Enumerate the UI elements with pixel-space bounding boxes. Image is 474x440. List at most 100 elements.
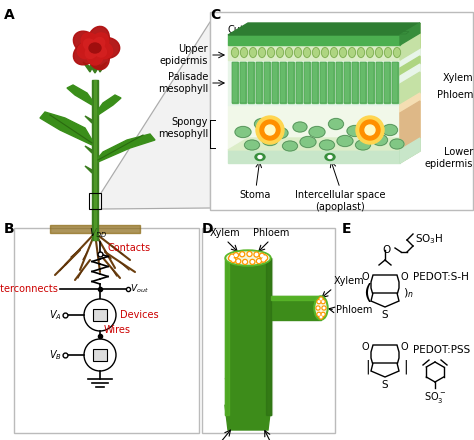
Bar <box>248 62 254 103</box>
Circle shape <box>319 315 323 319</box>
Polygon shape <box>400 138 420 163</box>
Ellipse shape <box>366 48 374 58</box>
Circle shape <box>255 253 258 256</box>
Bar <box>272 62 278 103</box>
Ellipse shape <box>373 135 388 146</box>
Text: $V_A$: $V_A$ <box>49 308 62 322</box>
Ellipse shape <box>267 48 274 58</box>
Bar <box>256 62 262 103</box>
Bar <box>360 62 366 103</box>
Bar <box>344 62 350 103</box>
Bar <box>271 296 321 300</box>
Circle shape <box>229 254 235 259</box>
Bar <box>240 62 246 103</box>
Circle shape <box>318 314 319 315</box>
Polygon shape <box>400 72 420 105</box>
Circle shape <box>254 252 259 257</box>
Bar <box>264 62 270 103</box>
Ellipse shape <box>294 48 301 58</box>
Circle shape <box>258 260 260 262</box>
Ellipse shape <box>303 48 310 58</box>
Circle shape <box>317 300 321 304</box>
Ellipse shape <box>328 118 344 129</box>
Ellipse shape <box>330 48 337 58</box>
Ellipse shape <box>240 48 247 58</box>
Polygon shape <box>225 320 271 379</box>
Text: SO$_3^-$: SO$_3^-$ <box>424 390 446 405</box>
Ellipse shape <box>283 141 298 151</box>
Circle shape <box>318 301 319 302</box>
Text: O: O <box>361 272 369 282</box>
Text: S: S <box>382 310 388 320</box>
Ellipse shape <box>325 154 335 161</box>
Circle shape <box>251 260 254 263</box>
Text: Contacts: Contacts <box>108 243 151 253</box>
Circle shape <box>320 316 322 318</box>
Circle shape <box>240 252 245 257</box>
Polygon shape <box>40 112 92 145</box>
Bar <box>280 62 286 103</box>
Text: Palisade
mesophyll: Palisade mesophyll <box>158 72 208 94</box>
Bar <box>320 62 326 103</box>
Ellipse shape <box>328 155 332 158</box>
Bar <box>368 62 374 103</box>
Circle shape <box>316 306 320 310</box>
Bar <box>320 62 326 103</box>
Polygon shape <box>400 64 420 84</box>
Polygon shape <box>101 22 210 209</box>
Ellipse shape <box>81 33 99 51</box>
Circle shape <box>84 339 116 371</box>
Polygon shape <box>85 166 92 173</box>
Text: $V_{DD}$: $V_{DD}$ <box>89 226 108 240</box>
Circle shape <box>365 125 375 135</box>
Text: (: ( <box>363 283 371 303</box>
Bar <box>232 62 238 103</box>
Bar <box>264 258 266 415</box>
Bar <box>264 258 266 415</box>
Ellipse shape <box>258 48 265 58</box>
Ellipse shape <box>87 45 103 65</box>
Polygon shape <box>83 62 92 72</box>
Circle shape <box>263 256 267 260</box>
Ellipse shape <box>300 136 316 147</box>
Bar <box>328 62 334 103</box>
Ellipse shape <box>235 126 251 137</box>
Polygon shape <box>371 293 399 307</box>
Bar <box>93 349 107 361</box>
Text: SO$_3$H: SO$_3$H <box>415 232 444 246</box>
Text: O: O <box>383 245 391 255</box>
Circle shape <box>260 120 280 140</box>
Ellipse shape <box>85 45 98 59</box>
Ellipse shape <box>262 135 278 146</box>
Circle shape <box>320 298 322 300</box>
Polygon shape <box>400 23 420 163</box>
Ellipse shape <box>357 48 365 58</box>
Bar <box>360 62 366 103</box>
Bar <box>288 62 294 103</box>
Bar <box>336 62 342 103</box>
Text: Intercellular space
(apoplast): Intercellular space (apoplast) <box>295 190 385 212</box>
Ellipse shape <box>255 154 265 161</box>
Polygon shape <box>371 363 399 377</box>
Text: S: S <box>382 380 388 390</box>
Ellipse shape <box>347 125 363 136</box>
Ellipse shape <box>245 140 259 150</box>
Circle shape <box>264 256 266 259</box>
Text: Cuticle: Cuticle <box>228 25 262 35</box>
Bar <box>392 62 398 103</box>
Bar <box>14 228 199 433</box>
Bar <box>94 80 96 240</box>
Bar <box>280 62 286 103</box>
Ellipse shape <box>272 128 288 139</box>
Text: PEDOT:PSS: PEDOT:PSS <box>413 345 470 355</box>
Circle shape <box>232 259 235 261</box>
Ellipse shape <box>93 37 120 59</box>
Circle shape <box>235 254 237 257</box>
Bar <box>93 309 107 321</box>
Text: $V_B$: $V_B$ <box>49 348 62 362</box>
Ellipse shape <box>77 42 97 59</box>
Ellipse shape <box>375 48 383 58</box>
Ellipse shape <box>258 155 262 158</box>
Circle shape <box>243 260 247 264</box>
Circle shape <box>360 120 380 140</box>
